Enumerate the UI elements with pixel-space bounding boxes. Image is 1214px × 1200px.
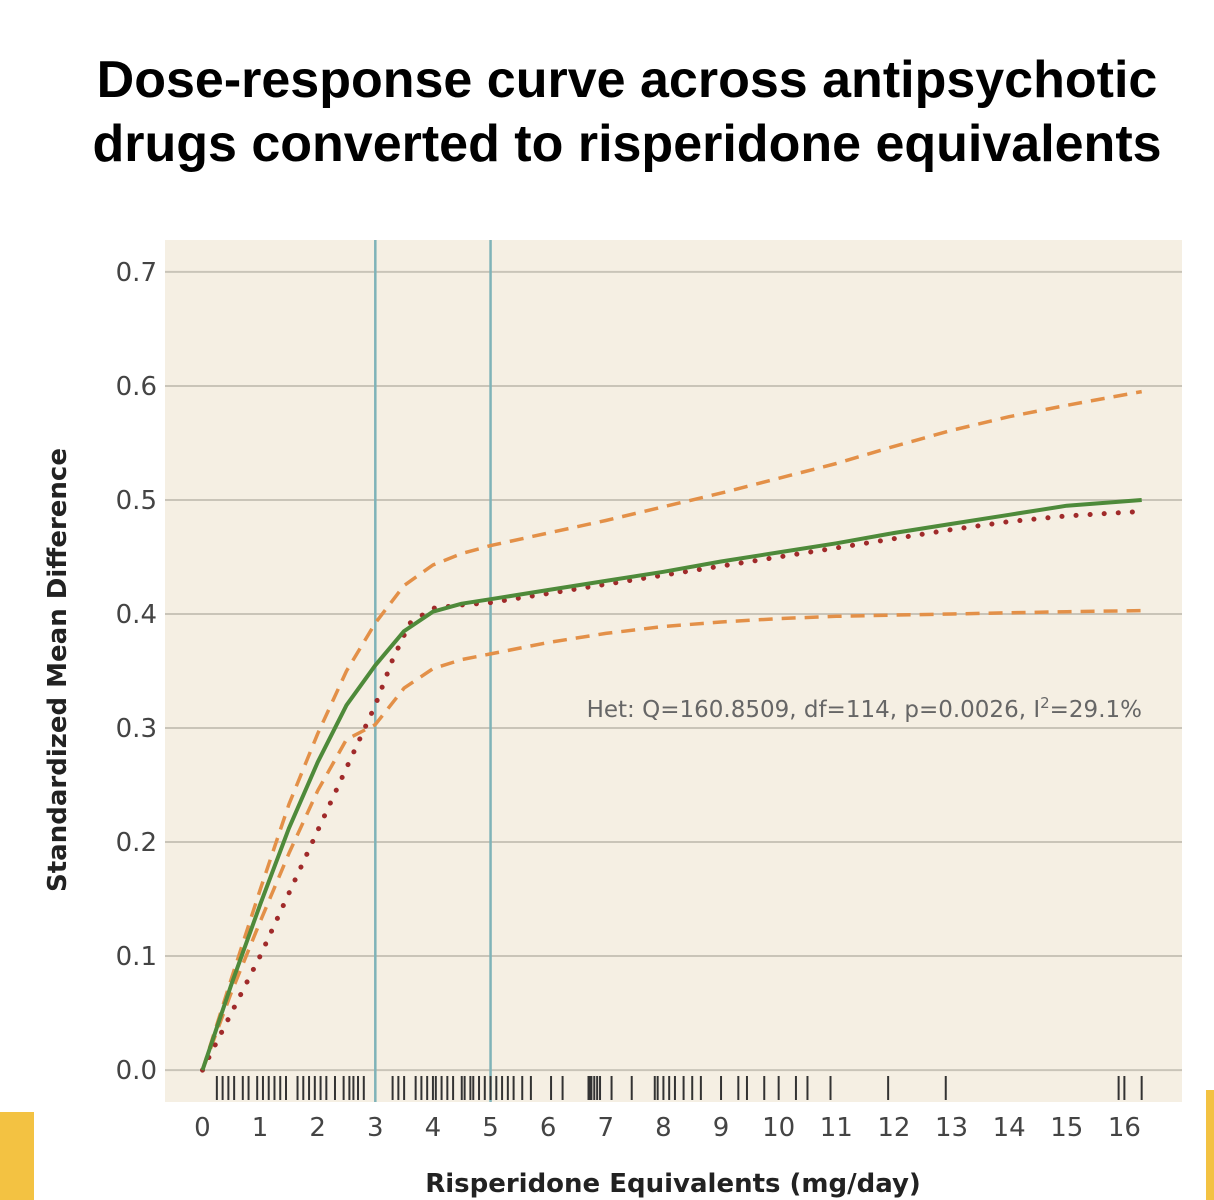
x-tick-label: 13	[935, 1113, 968, 1143]
x-tick-label: 2	[309, 1113, 326, 1143]
heterogeneity-text: Het: Q=160.8509, df=114, p=0.0026, I	[587, 697, 1041, 723]
reference-lines	[374, 240, 492, 1102]
x-tick-label: 16	[1108, 1113, 1141, 1143]
y-tick-label: 0.7	[116, 258, 157, 288]
plot-background	[165, 240, 1182, 1102]
y-tick-label: 0.1	[116, 942, 157, 972]
x-tick-label: 9	[713, 1113, 730, 1143]
decorative-left-bar	[0, 1112, 34, 1200]
decorative-right-bar	[1206, 1090, 1214, 1200]
y-tick-label: 0.2	[116, 828, 157, 858]
y-tick-labels: 0.0 0.1 0.2 0.3 0.4 0.5 0.6 0.7	[116, 258, 157, 1086]
y-tick-label: 0.0	[116, 1056, 157, 1086]
x-tick-labels: 0 1 2 3 4 5 6 7 8 9 10 11 12 13 14 15 16	[194, 1113, 1141, 1143]
y-axis-label: Standardized Mean Difference	[43, 448, 73, 892]
y-tick-label: 0.6	[116, 372, 157, 402]
spline-line	[200, 508, 1145, 1073]
upper-ci-line	[200, 389, 1143, 1071]
x-tick-label: 12	[877, 1113, 910, 1143]
x-tick-label: 14	[993, 1113, 1026, 1143]
x-tick-label: 0	[194, 1113, 211, 1143]
x-tick-label: 3	[367, 1113, 384, 1143]
heterogeneity-superscript: 2	[1040, 694, 1050, 712]
x-tick-label: 1	[252, 1113, 269, 1143]
chart-title: Dose-response curve across antipsychotic…	[92, 51, 1162, 173]
x-tick-label: 15	[1050, 1113, 1083, 1143]
x-tick-label: 10	[762, 1113, 795, 1143]
x-tick-label: 6	[540, 1113, 557, 1143]
x-tick-label: 5	[482, 1113, 499, 1143]
y-tick-label: 0.4	[116, 600, 157, 630]
rug-marks	[215, 1076, 1143, 1100]
lower-ci-line	[200, 608, 1142, 1071]
x-tick-label: 4	[425, 1113, 442, 1143]
series-layer	[200, 389, 1145, 1073]
x-tick-label: 11	[820, 1113, 853, 1143]
estimate-line	[200, 498, 1142, 1071]
heterogeneity-suffix: =29.1%	[1050, 697, 1142, 723]
x-axis-label: Risperidone Equivalents (mg/day)	[425, 1169, 921, 1199]
y-tick-label: 0.3	[116, 714, 157, 744]
y-tick-label: 0.5	[116, 486, 157, 516]
x-tick-label: 7	[598, 1113, 615, 1143]
x-tick-label: 8	[655, 1113, 672, 1143]
heterogeneity-annotation: Het: Q=160.8509, df=114, p=0.0026, I2=29…	[587, 694, 1142, 723]
